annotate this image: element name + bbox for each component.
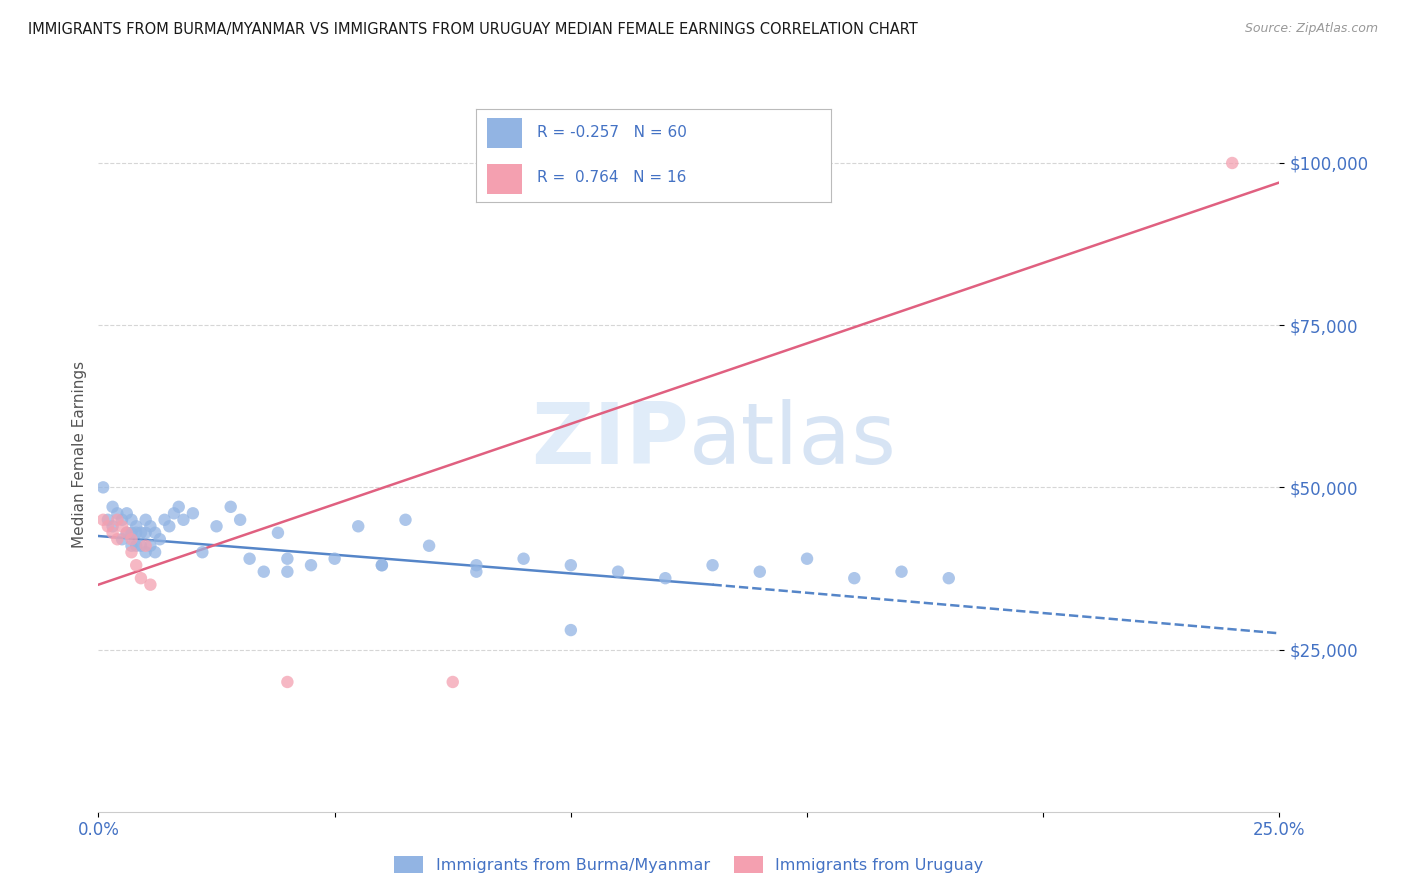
- Text: ZIP: ZIP: [531, 399, 689, 483]
- Point: [153, 513, 176, 527]
- Point: [121, 533, 143, 547]
- Point: [121, 545, 143, 559]
- Point: [465, 558, 488, 573]
- Point: [276, 675, 298, 690]
- Point: [139, 539, 162, 553]
- Point: [129, 571, 152, 585]
- Point: [512, 551, 534, 566]
- Point: [205, 519, 228, 533]
- Point: [371, 558, 394, 573]
- Point: [181, 506, 204, 520]
- Legend: Immigrants from Burma/Myanmar, Immigrants from Uruguay: Immigrants from Burma/Myanmar, Immigrant…: [388, 849, 990, 880]
- Point: [229, 513, 252, 527]
- Point: [938, 571, 960, 585]
- Point: [267, 525, 290, 540]
- Point: [654, 571, 676, 585]
- Point: [418, 539, 440, 553]
- Point: [276, 551, 298, 566]
- Point: [844, 571, 866, 585]
- Point: [129, 539, 152, 553]
- Point: [796, 551, 818, 566]
- Point: [121, 525, 143, 540]
- Point: [139, 577, 162, 591]
- Point: [702, 558, 724, 573]
- Point: [101, 519, 124, 533]
- Point: [172, 513, 194, 527]
- Point: [91, 513, 114, 527]
- Point: [219, 500, 242, 514]
- Point: [163, 506, 186, 520]
- Point: [101, 500, 124, 514]
- Point: [276, 565, 298, 579]
- Point: [105, 506, 128, 520]
- Point: [890, 565, 912, 579]
- Point: [607, 565, 630, 579]
- Point: [125, 539, 148, 553]
- Point: [125, 519, 148, 533]
- Point: [115, 525, 138, 540]
- Text: IMMIGRANTS FROM BURMA/MYANMAR VS IMMIGRANTS FROM URUGUAY MEDIAN FEMALE EARNINGS : IMMIGRANTS FROM BURMA/MYANMAR VS IMMIGRA…: [28, 22, 918, 37]
- Point: [149, 533, 172, 547]
- Point: [105, 533, 128, 547]
- Point: [121, 539, 143, 553]
- Point: [125, 558, 148, 573]
- Point: [441, 675, 464, 690]
- Point: [253, 565, 276, 579]
- Y-axis label: Median Female Earnings: Median Female Earnings: [72, 361, 87, 549]
- Point: [347, 519, 370, 533]
- Point: [465, 565, 488, 579]
- Point: [111, 513, 134, 527]
- Point: [239, 551, 262, 566]
- Point: [125, 525, 148, 540]
- Point: [135, 513, 157, 527]
- Point: [748, 565, 770, 579]
- Point: [560, 623, 582, 637]
- Point: [1220, 156, 1243, 170]
- Point: [91, 480, 114, 494]
- Point: [135, 545, 157, 559]
- Point: [143, 525, 166, 540]
- Point: [371, 558, 394, 573]
- Point: [191, 545, 214, 559]
- Point: [101, 525, 124, 540]
- Point: [111, 533, 134, 547]
- Point: [135, 539, 157, 553]
- Point: [560, 558, 582, 573]
- Point: [111, 519, 134, 533]
- Point: [157, 519, 180, 533]
- Point: [97, 513, 120, 527]
- Point: [121, 513, 143, 527]
- Point: [115, 506, 138, 520]
- Point: [323, 551, 346, 566]
- Point: [139, 519, 162, 533]
- Point: [115, 525, 138, 540]
- Point: [167, 500, 190, 514]
- Text: atlas: atlas: [689, 399, 897, 483]
- Point: [129, 525, 152, 540]
- Point: [299, 558, 322, 573]
- Text: Source: ZipAtlas.com: Source: ZipAtlas.com: [1244, 22, 1378, 36]
- Point: [97, 519, 120, 533]
- Point: [105, 513, 128, 527]
- Point: [135, 525, 157, 540]
- Point: [143, 545, 166, 559]
- Point: [394, 513, 416, 527]
